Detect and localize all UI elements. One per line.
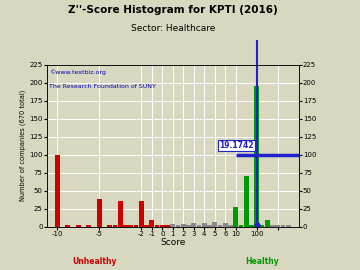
Bar <box>265 220 270 227</box>
Text: Unhealthy: Unhealthy <box>72 257 116 266</box>
Bar <box>149 220 154 227</box>
Text: Healthy: Healthy <box>245 257 279 266</box>
Bar <box>239 225 243 227</box>
Bar <box>207 225 212 227</box>
Bar <box>255 86 259 227</box>
Bar <box>144 225 149 227</box>
Bar <box>66 225 70 227</box>
Bar <box>107 225 112 227</box>
Bar <box>275 225 280 227</box>
Bar <box>97 200 102 227</box>
Bar <box>192 223 196 227</box>
Bar <box>218 225 222 227</box>
Bar <box>165 225 170 227</box>
Bar <box>134 225 138 227</box>
Bar <box>129 225 133 227</box>
Bar <box>160 225 165 227</box>
Bar <box>170 224 175 227</box>
Text: The Research Foundation of SUNY: The Research Foundation of SUNY <box>49 84 156 89</box>
Text: Z''-Score Histogram for KPTI (2016): Z''-Score Histogram for KPTI (2016) <box>68 5 278 15</box>
Bar <box>202 223 207 227</box>
Bar <box>212 222 217 227</box>
X-axis label: Score: Score <box>160 238 185 247</box>
Text: Sector: Healthcare: Sector: Healthcare <box>131 24 215 33</box>
Bar <box>270 225 275 227</box>
Bar <box>197 225 201 227</box>
Bar <box>155 225 159 227</box>
Bar <box>223 223 228 227</box>
Bar <box>249 225 254 227</box>
Text: ©www.textbiz.org: ©www.textbiz.org <box>49 70 106 75</box>
Bar <box>281 225 285 227</box>
Bar <box>86 225 91 227</box>
Bar <box>186 225 191 227</box>
Bar <box>139 201 144 227</box>
Text: 19.1742: 19.1742 <box>219 141 254 150</box>
Bar <box>233 207 238 227</box>
Bar <box>228 225 233 227</box>
Bar <box>244 176 249 227</box>
Bar <box>55 155 60 227</box>
Bar <box>76 225 81 227</box>
Bar <box>181 224 186 227</box>
Bar <box>113 225 117 227</box>
Bar <box>260 225 264 227</box>
Bar <box>123 225 128 227</box>
Bar <box>118 201 123 227</box>
Bar <box>286 225 291 227</box>
Bar <box>176 225 180 227</box>
Y-axis label: Number of companies (670 total): Number of companies (670 total) <box>20 90 26 201</box>
